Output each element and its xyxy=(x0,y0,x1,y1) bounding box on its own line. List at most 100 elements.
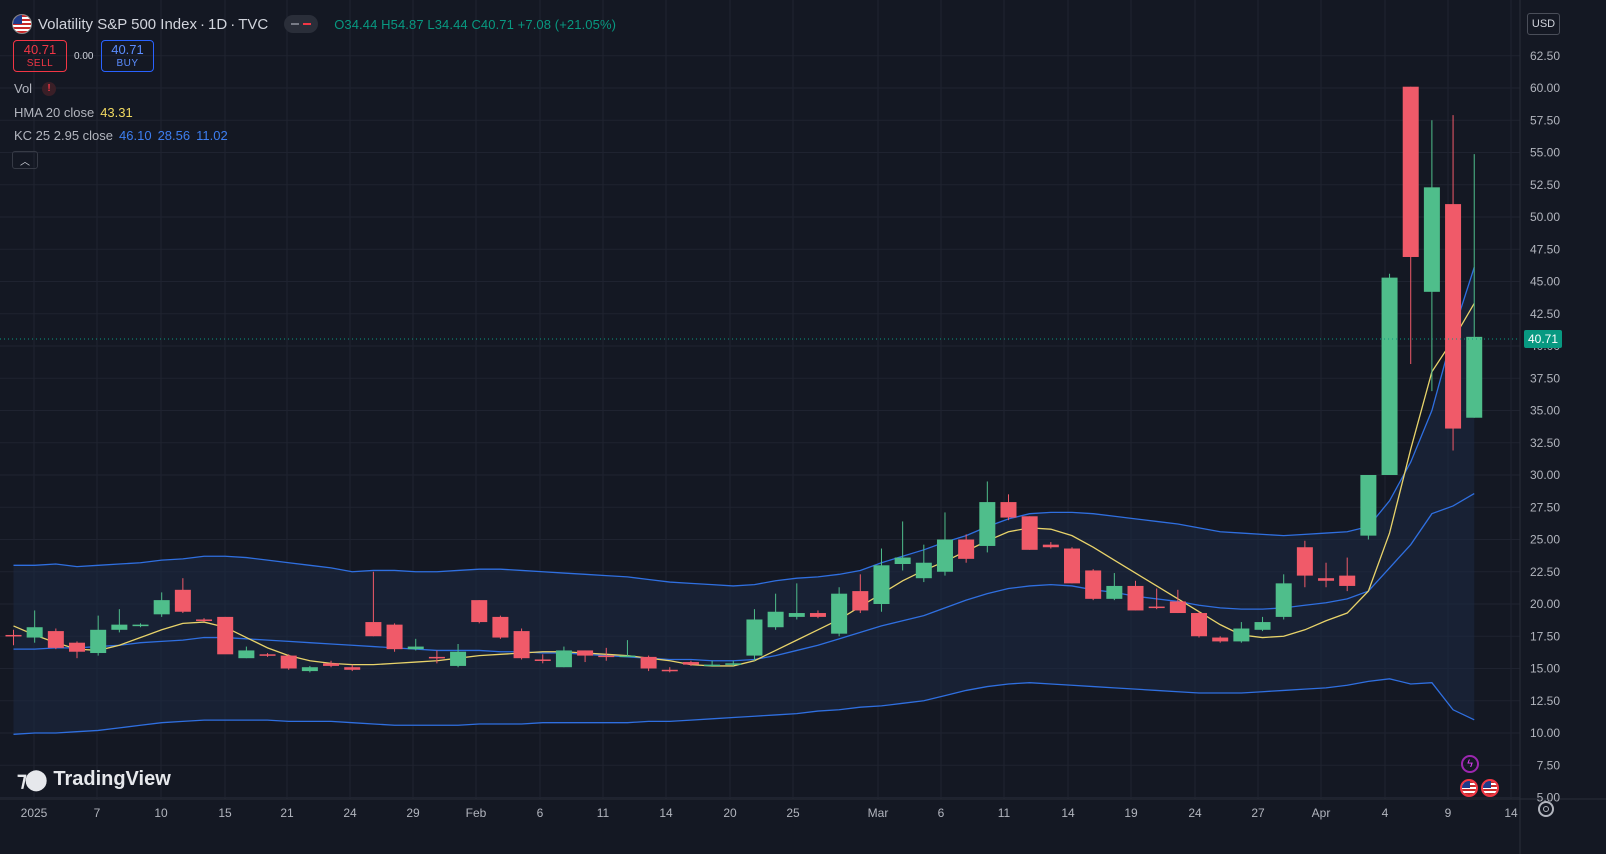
time-tick-label: 11 xyxy=(998,806,1011,820)
candle-body xyxy=(852,591,869,611)
candle-body xyxy=(1445,204,1462,429)
price-tick-label: 7.50 xyxy=(1537,758,1561,772)
hma-value: 43.31 xyxy=(100,105,133,120)
time-tick-label: Apr xyxy=(1312,806,1331,820)
candle xyxy=(1254,616,1271,632)
price-tick-label: 27.50 xyxy=(1530,500,1560,514)
candle-body xyxy=(5,634,22,637)
time-tick-label: Feb xyxy=(466,806,487,820)
candle xyxy=(1148,588,1165,610)
candle-body xyxy=(1423,187,1440,292)
candle-body xyxy=(111,624,128,630)
candle xyxy=(1000,494,1017,521)
lightning-event-icon[interactable]: ϟ xyxy=(1461,755,1479,773)
indicator-hma[interactable]: HMA 20 close 43.31 xyxy=(14,105,133,120)
candle xyxy=(1169,589,1186,614)
indicator-kc[interactable]: KC 25 2.95 close 46.10 28.56 11.02 xyxy=(14,128,228,143)
price-tick-label: 50.00 xyxy=(1530,210,1560,224)
candle-body xyxy=(936,539,953,572)
sell-button[interactable]: 40.71 SELL xyxy=(13,40,67,72)
candle-body xyxy=(153,600,170,615)
candle-body xyxy=(767,611,784,628)
symbol-title[interactable]: Volatility S&P 500 Index xyxy=(38,15,197,33)
candle xyxy=(1191,611,1208,638)
candle xyxy=(704,660,721,667)
candle-body xyxy=(1000,502,1017,518)
candle xyxy=(471,600,488,624)
candle xyxy=(1085,569,1102,601)
time-axis: 2025 7 10 15 21 24 29 Feb 6 11 14 20 25 Mar 6 11 14 19 24 2… xyxy=(21,806,1518,820)
time-tick-label: 2025 xyxy=(21,806,48,820)
candle-body xyxy=(831,593,848,634)
candle-body xyxy=(1064,548,1080,584)
indicator-vol[interactable]: Vol ! xyxy=(14,81,57,96)
currency-button[interactable]: USD xyxy=(1527,13,1560,35)
candle xyxy=(1275,574,1292,620)
candle xyxy=(47,628,64,650)
time-tick-label: 6 xyxy=(537,806,544,820)
hma-label: HMA 20 close xyxy=(14,105,95,120)
price-tick-label: 12.50 xyxy=(1530,694,1560,708)
price-tick-label: 35.00 xyxy=(1530,404,1560,418)
buy-button[interactable]: 40.71 BUY xyxy=(101,40,154,72)
candle xyxy=(450,643,467,668)
keltner-band-fill xyxy=(13,267,1475,735)
kc-upper-value: 46.10 xyxy=(119,128,152,143)
candle-body xyxy=(958,539,975,559)
candle xyxy=(1106,573,1123,601)
candle-body xyxy=(788,613,805,617)
candle xyxy=(577,650,594,663)
collapse-legend-button[interactable]: ︿ xyxy=(12,151,38,169)
time-tick-label: 4 xyxy=(1382,806,1389,820)
candle-body xyxy=(1402,86,1419,257)
tradingview-logo-icon: ⁊⬤ xyxy=(17,769,47,791)
keltner-channel xyxy=(13,267,1475,735)
tradingview-logo[interactable]: ⁊⬤ TradingView xyxy=(17,767,171,792)
candle xyxy=(153,592,170,617)
candle-body xyxy=(90,629,107,654)
candle-body xyxy=(1042,544,1059,548)
candle xyxy=(1339,557,1356,592)
candle-body xyxy=(1296,547,1313,576)
candle-body xyxy=(217,616,234,655)
candle xyxy=(5,629,22,646)
candle-body xyxy=(1275,583,1292,617)
candle-body xyxy=(259,654,276,656)
candle xyxy=(1233,622,1250,643)
candle xyxy=(217,616,234,655)
candle-body xyxy=(534,659,551,661)
warning-icon[interactable]: ! xyxy=(42,81,57,96)
price-tick-label: 60.00 xyxy=(1530,81,1560,95)
candle-body xyxy=(1466,336,1483,418)
more-options-button[interactable] xyxy=(284,15,319,33)
candle xyxy=(682,660,699,666)
candle-body xyxy=(174,589,191,612)
candle xyxy=(1042,542,1059,549)
time-tick-label: 6 xyxy=(938,806,945,820)
hma-line xyxy=(13,303,1475,667)
price-tick-label: 42.50 xyxy=(1530,307,1560,321)
time-tick-label: 14 xyxy=(659,806,673,820)
time-tick-label: 27 xyxy=(1251,806,1265,820)
settings-gear-icon[interactable] xyxy=(1538,801,1554,817)
sell-price: 40.71 xyxy=(23,42,57,57)
candle-body xyxy=(894,557,911,565)
us-event-flag-icon[interactable] xyxy=(1460,779,1478,797)
candle-body xyxy=(301,667,318,672)
candle xyxy=(1402,86,1419,365)
candle-body xyxy=(344,667,361,670)
price-tick-label: 52.50 xyxy=(1530,178,1560,192)
candle xyxy=(958,534,975,563)
candle-body xyxy=(1233,628,1250,642)
us-event-flag-icon[interactable] xyxy=(1481,779,1499,797)
time-tick-label: 11 xyxy=(597,806,610,820)
interval-label[interactable]: 1D xyxy=(208,15,228,33)
price-tick-label: 45.00 xyxy=(1530,275,1560,289)
candle xyxy=(915,544,932,583)
candle xyxy=(767,593,784,630)
candle xyxy=(725,660,742,666)
candle xyxy=(238,646,255,659)
candle-body xyxy=(619,655,636,658)
